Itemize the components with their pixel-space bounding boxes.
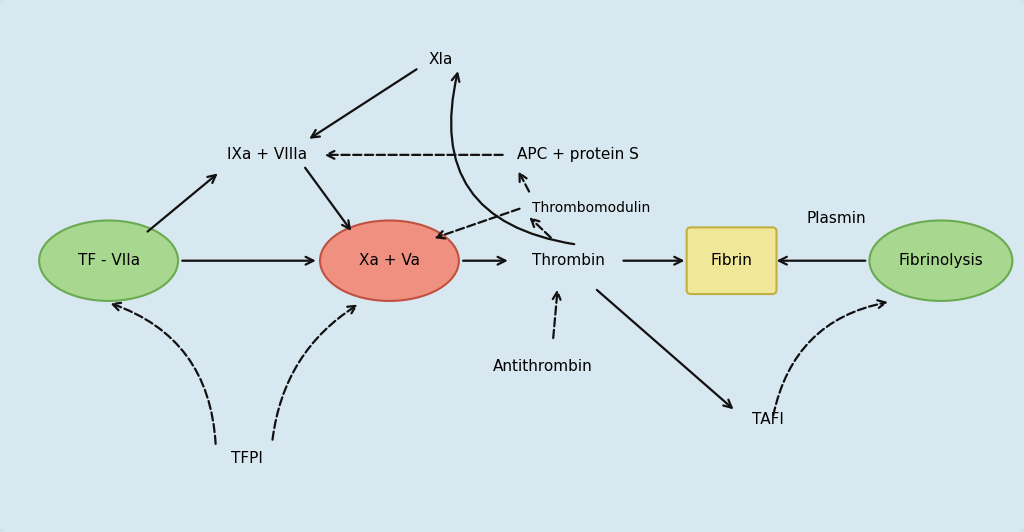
Text: TFPI: TFPI — [230, 451, 262, 466]
Text: APC + protein S: APC + protein S — [517, 147, 639, 162]
FancyBboxPatch shape — [687, 227, 776, 294]
Ellipse shape — [869, 220, 1013, 301]
Text: Thrombin: Thrombin — [531, 253, 604, 268]
Text: Antithrombin: Antithrombin — [493, 359, 593, 374]
Text: TAFI: TAFI — [752, 412, 783, 427]
Ellipse shape — [321, 220, 459, 301]
Text: Fibrinolysis: Fibrinolysis — [898, 253, 983, 268]
Text: Thrombomodulin: Thrombomodulin — [532, 201, 650, 215]
Text: Xa + Va: Xa + Va — [359, 253, 420, 268]
Text: TF - VIIa: TF - VIIa — [78, 253, 139, 268]
Text: Fibrin: Fibrin — [711, 253, 753, 268]
Text: Plasmin: Plasmin — [807, 211, 866, 226]
Text: IXa + VIIIa: IXa + VIIIa — [227, 147, 307, 162]
Text: XIa: XIa — [428, 52, 453, 67]
Ellipse shape — [39, 220, 178, 301]
